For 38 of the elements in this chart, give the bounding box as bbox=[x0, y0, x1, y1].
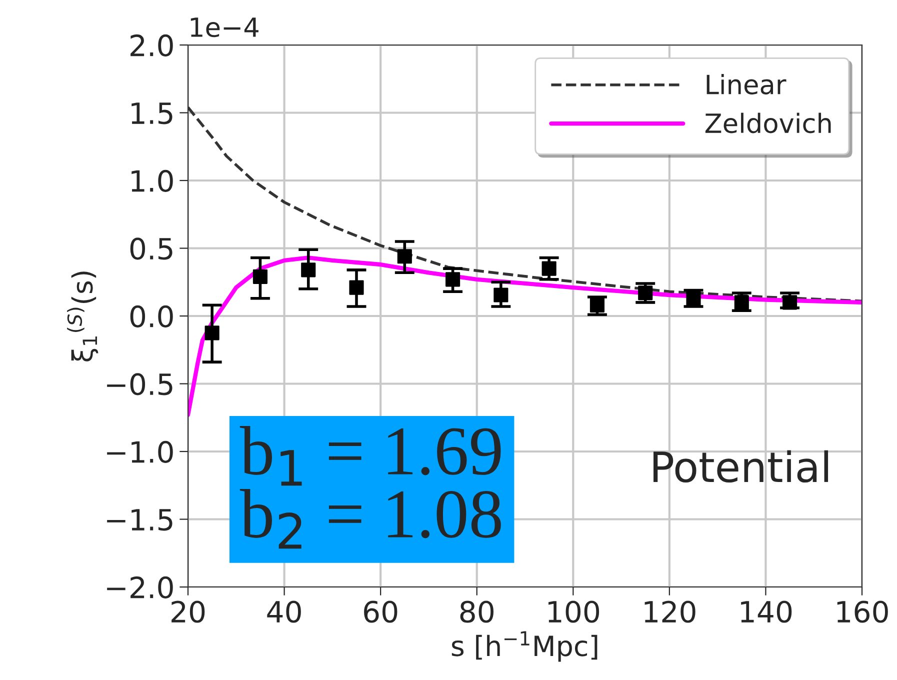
point bbox=[542, 261, 556, 276]
x-axis-title: s [h$^{−1}$Mpc] bbox=[452, 631, 598, 662]
annotation: Potential bbox=[654, 450, 828, 483]
x-tick-label: 120 bbox=[644, 600, 696, 623]
y-tick-label: −2.0 bbox=[107, 576, 173, 598]
y-tick-label: 1.5 bbox=[132, 102, 172, 124]
x-tick-label: 20 bbox=[172, 600, 205, 623]
point bbox=[686, 291, 701, 306]
point bbox=[204, 326, 220, 340]
text: 1e−4 bbox=[190, 18, 258, 38]
x-tick-label: 80 bbox=[460, 600, 494, 623]
y-tick-label: −1.5 bbox=[107, 509, 172, 531]
y-tick-label: −0.5 bbox=[107, 373, 172, 396]
y-tick-label: −1.0 bbox=[107, 440, 173, 463]
y-tick-label: 1.0 bbox=[132, 170, 173, 192]
point bbox=[734, 295, 749, 310]
y-tick-label: 0.0 bbox=[130, 305, 173, 328]
point bbox=[494, 288, 508, 302]
point bbox=[590, 298, 604, 312]
x-tick-label: 60 bbox=[364, 600, 398, 623]
y-axis-title: ξ$_{1}$$^{(S)}$(s) bbox=[67, 272, 98, 362]
x-tick-label: 160 bbox=[837, 600, 888, 623]
x-tick-label: 100 bbox=[548, 600, 600, 623]
point bbox=[397, 249, 412, 264]
y-tick-label: 2.0 bbox=[130, 34, 173, 56]
x-tick-label: 40 bbox=[267, 600, 301, 623]
point bbox=[446, 272, 460, 287]
line-series bbox=[188, 256, 862, 417]
point bbox=[782, 295, 798, 310]
point bbox=[252, 269, 268, 284]
y-tick-label: 0.5 bbox=[130, 238, 172, 260]
point bbox=[301, 262, 316, 278]
annotation: b$_{1}$ = 1.69 b$_{2}$ = 1.08 bbox=[240, 426, 501, 549]
legend-label: Linear bbox=[706, 74, 786, 94]
point bbox=[349, 280, 364, 295]
point bbox=[638, 286, 653, 300]
x-tick-label: 140 bbox=[741, 600, 792, 623]
legend-label: Zeldovich bbox=[705, 112, 831, 134]
